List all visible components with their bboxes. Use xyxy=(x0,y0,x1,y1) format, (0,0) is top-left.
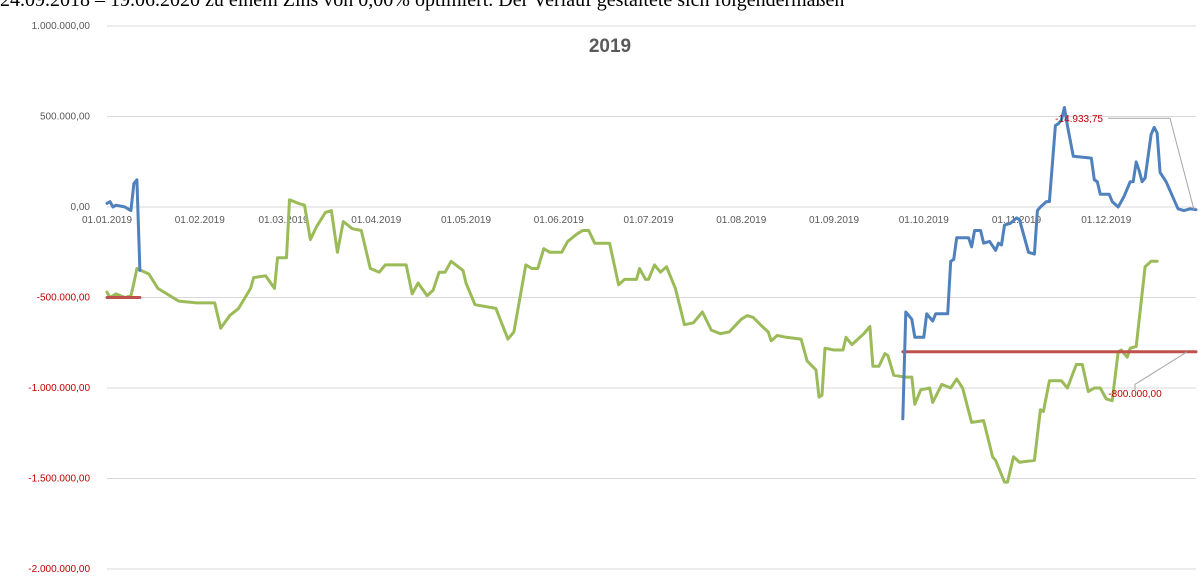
y-tick-label: 500.000,00 xyxy=(40,112,90,123)
y-tick-label: -2.000.000,00 xyxy=(28,564,90,575)
x-axis-ticks: 01.01.2019 01.02.2019 01.03.2019 01.04.2019… xyxy=(82,215,1132,226)
data-label: -800.000,00 xyxy=(1108,389,1162,400)
x-tick-label: 01.12.2019 xyxy=(1081,215,1131,226)
y-tick-label: 0,00 xyxy=(71,202,91,213)
chart-annotations: -14.933,75 -800.000,00 xyxy=(1055,114,1195,400)
y-tick-label: 1.000.000,00 xyxy=(32,21,91,32)
leader-line xyxy=(1134,351,1188,392)
x-tick-label: 01.08.2019 xyxy=(716,215,766,226)
y-tick-label: -500.000,00 xyxy=(37,293,91,304)
x-tick-label: 01.06.2019 xyxy=(534,215,584,226)
x-tick-label: 01.04.2019 xyxy=(351,215,401,226)
series-line-blue xyxy=(105,178,142,272)
document-text-line: 24.09.2018 – 19.06.2020 zu einem Zins vo… xyxy=(0,0,845,11)
chart-series xyxy=(105,106,1198,484)
chart-gridlines xyxy=(107,25,1196,570)
x-tick-label: 01.11.2019 xyxy=(992,215,1042,226)
y-tick-label: -1.000.000,00 xyxy=(28,383,90,394)
x-tick-label: 01.03.2019 xyxy=(258,215,308,226)
x-tick-label: 01.09.2019 xyxy=(809,215,859,226)
x-tick-label: 01.01.2019 xyxy=(82,215,132,226)
x-tick-label: 01.10.2019 xyxy=(899,215,949,226)
y-axis-ticks: 1.000.000,00 500.000,00 0,00 -500.000,00 -1.… xyxy=(28,21,90,575)
x-tick-label: 01.02.2019 xyxy=(175,215,225,226)
y-tick-label: -1.500.000,00 xyxy=(28,474,90,485)
chart-title: 2019 xyxy=(589,36,631,57)
series-line-blue xyxy=(901,106,1198,421)
x-tick-label: 01.07.2019 xyxy=(623,215,673,226)
series-line-green xyxy=(105,198,1159,484)
leader-line xyxy=(1108,117,1195,210)
data-label: -14.933,75 xyxy=(1055,114,1103,125)
x-tick-label: 01.05.2019 xyxy=(441,215,491,226)
